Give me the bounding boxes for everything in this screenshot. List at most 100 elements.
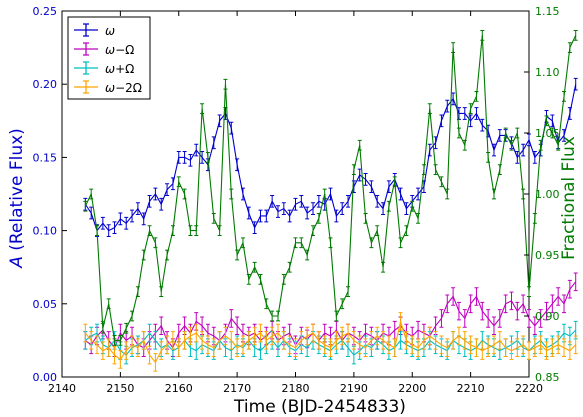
- x-axis-label: Time (BJD-2454833): [233, 397, 406, 417]
- error-bar-3-73: [509, 341, 514, 360]
- error-bar-4-29: [252, 261, 257, 273]
- error-bar-3-2: [95, 335, 100, 355]
- error-bar-3-41: [322, 335, 327, 355]
- error-bar-4-43: [334, 310, 339, 322]
- error-bar-3-0: [83, 323, 88, 343]
- error-bar-4-47: [357, 139, 362, 151]
- error-bar-4-31: [264, 298, 269, 310]
- error-bar-0-55: [404, 202, 409, 215]
- legend-label-1: ω−Ω: [105, 43, 134, 57]
- error-bar-3-68: [480, 341, 485, 360]
- error-bar-1-61: [439, 309, 444, 328]
- error-bar-3-58: [421, 331, 426, 350]
- error-bar-3-55: [404, 331, 409, 350]
- error-bar-3-51: [381, 331, 386, 350]
- error-bar-4-53: [392, 176, 397, 188]
- y-left-tick-label-4: 0.20: [33, 78, 58, 91]
- error-bar-0-35: [287, 209, 292, 223]
- y-axis-left-label-text: (Relative Flux): [7, 128, 27, 256]
- error-bar-4-8: [130, 310, 135, 322]
- error-bar-0-44: [340, 202, 345, 215]
- error-bar-3-3: [100, 341, 105, 360]
- error-bar-4-75: [521, 188, 526, 200]
- series-0: [83, 77, 578, 237]
- error-bar-1-78: [538, 309, 543, 328]
- error-bar-3-12: [153, 353, 158, 372]
- error-bar-0-62: [445, 99, 450, 113]
- error-bar-4-69: [486, 152, 491, 163]
- error-bar-4-48: [363, 213, 368, 224]
- error-bar-1-75: [521, 294, 526, 314]
- error-bar-0-42: [328, 187, 333, 201]
- error-bar-4-20: [200, 103, 205, 114]
- error-bar-3-69: [486, 338, 491, 358]
- error-bar-3-40: [316, 331, 321, 350]
- error-bar-4-40: [316, 213, 321, 224]
- error-bar-3-57: [416, 338, 421, 358]
- error-bar-0-19: [194, 143, 199, 157]
- y-axis-left-label: A (Relative Flux): [7, 128, 27, 269]
- error-bar-4-45: [346, 286, 351, 297]
- error-bar-3-30: [258, 323, 263, 343]
- error-bar-3-47: [357, 335, 362, 355]
- error-bar-4-9: [135, 286, 140, 297]
- x-tick-label-2: 2160: [165, 382, 193, 395]
- error-bar-0-28: [246, 206, 251, 220]
- error-bar-4-59: [427, 103, 432, 114]
- x-tick-label-6: 2200: [398, 382, 426, 395]
- error-bar-1-13: [159, 316, 164, 336]
- error-bar-0-14: [165, 183, 170, 196]
- legend-swatch-3: [74, 80, 98, 94]
- error-bar-0-22: [211, 136, 216, 150]
- error-bar-0-17: [182, 151, 187, 164]
- error-bar-4-4: [106, 298, 111, 310]
- error-bar-4-21: [205, 152, 210, 163]
- error-bar-3-36: [293, 338, 298, 358]
- error-bar-1-80: [550, 294, 555, 314]
- error-bar-0-82: [562, 129, 567, 142]
- error-bar-3-62: [445, 338, 450, 358]
- error-bar-4-27: [240, 237, 245, 249]
- error-bar-3-22: [211, 338, 216, 358]
- error-bar-2-54: [398, 331, 403, 350]
- error-bar-3-33: [275, 323, 280, 343]
- error-bar-0-9: [135, 202, 140, 215]
- error-bar-4-36: [293, 237, 298, 249]
- error-bar-4-13: [159, 286, 164, 297]
- error-bar-1-81: [556, 287, 561, 306]
- error-bar-0-80: [550, 114, 555, 128]
- error-bar-1-69: [486, 309, 491, 328]
- legend-label-sym-3: Ω: [133, 81, 142, 95]
- error-bar-2-30: [258, 341, 263, 360]
- error-bar-4-66: [468, 103, 473, 114]
- error-bar-4-38: [305, 249, 310, 261]
- error-bar-0-15: [170, 177, 175, 191]
- error-bar-4-32: [270, 310, 275, 322]
- error-bar-4-12: [153, 237, 158, 249]
- error-bar-3-66: [468, 335, 473, 355]
- error-bar-0-43: [334, 209, 339, 223]
- error-bar-4-34: [281, 274, 286, 285]
- error-bar-4-65: [462, 139, 467, 151]
- legend-label-0: ω: [105, 24, 115, 38]
- error-bar-1-70: [491, 316, 496, 336]
- error-bar-4-54: [398, 237, 403, 249]
- error-bar-3-6: [118, 350, 123, 369]
- error-bar-3-42: [328, 338, 333, 358]
- error-bar-4-25: [229, 188, 234, 200]
- error-bar-4-77: [532, 213, 537, 224]
- error-bar-0-37: [299, 194, 304, 208]
- legend-label-3: ω−2Ω: [105, 81, 142, 95]
- error-bar-4-81: [556, 139, 561, 151]
- error-bar-0-59: [427, 143, 432, 157]
- error-bar-1-77: [532, 316, 537, 336]
- error-bar-4-41: [322, 188, 327, 200]
- error-bar-3-24: [223, 326, 228, 346]
- error-bar-3-74: [515, 338, 520, 358]
- legend-entry-1: ω−Ω: [74, 42, 134, 57]
- error-bar-0-57: [416, 187, 421, 201]
- error-bar-0-16: [176, 151, 181, 164]
- error-bar-4-58: [421, 164, 426, 175]
- error-bar-4-39: [311, 225, 316, 236]
- error-bar-0-20: [200, 151, 205, 164]
